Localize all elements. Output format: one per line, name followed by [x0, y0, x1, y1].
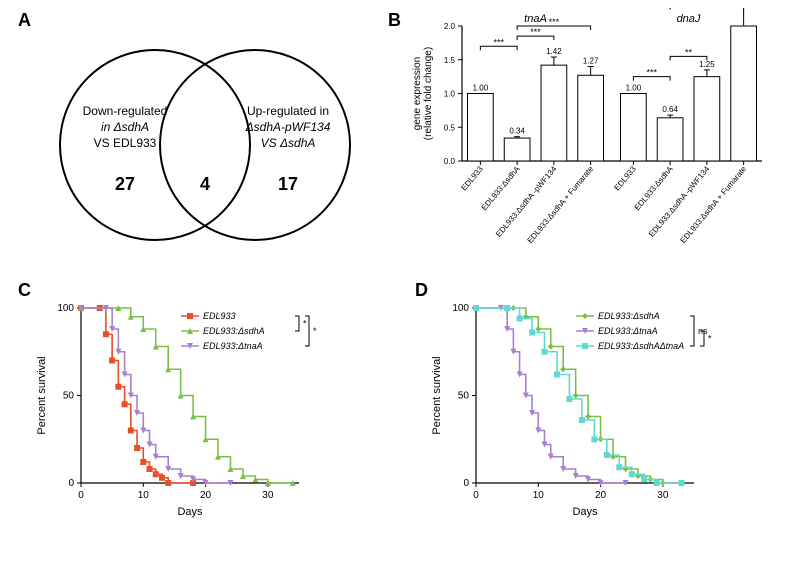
svg-text:0.64: 0.64 [662, 105, 678, 114]
svg-text:0.0: 0.0 [444, 157, 456, 166]
svg-text:*: * [708, 334, 712, 344]
svg-text:Down-regulated: Down-regulated [83, 104, 168, 118]
svg-text:EDL933:ΔsdhA: EDL933:ΔsdhA [203, 326, 265, 336]
venn-diagram: Down-regulated in ΔsdhA VS EDL933 27 Up-regu… [20, 15, 380, 275]
svg-text:Percent survival: Percent survival [431, 356, 443, 434]
svg-text:EDL933: EDL933 [203, 311, 236, 321]
svg-text:EDL933: EDL933 [612, 164, 638, 192]
svg-text:VS EDL933: VS EDL933 [94, 136, 157, 150]
svg-text:***: *** [530, 27, 541, 37]
svg-text:1.42: 1.42 [546, 47, 562, 56]
svg-text:EDL933:ΔsdhA + Fumarate: EDL933:ΔsdhA + Fumarate [679, 164, 749, 245]
svg-text:**: ** [685, 47, 693, 57]
svg-text:17: 17 [278, 174, 298, 194]
svg-text:4: 4 [200, 174, 210, 194]
svg-text:EDL933:ΔsdhA: EDL933:ΔsdhA [633, 164, 675, 212]
svg-text:1.00: 1.00 [473, 84, 489, 93]
svg-text:0: 0 [78, 490, 84, 501]
svg-text:EDL933:ΔsdhA: EDL933:ΔsdhA [480, 164, 522, 212]
svg-text:50: 50 [458, 391, 470, 402]
svg-text:tnaA: tnaA [524, 13, 547, 25]
svg-text:VS ΔsdhA: VS ΔsdhA [261, 136, 316, 150]
svg-text:1.0: 1.0 [444, 90, 456, 99]
svg-text:0: 0 [68, 478, 74, 489]
svg-text:*: * [303, 319, 307, 329]
svg-text:dnaJ: dnaJ [677, 13, 701, 25]
svg-text:20: 20 [200, 490, 212, 501]
svg-text:*: * [313, 326, 317, 336]
survival-chart-c: 0 50 100 0 10 20 30 Days Percent survival EDL933 E… [25, 290, 405, 565]
svg-text:0: 0 [473, 490, 479, 501]
svg-text:EDL933:ΔtnaA: EDL933:ΔtnaA [203, 341, 263, 351]
svg-text:1.5: 1.5 [444, 56, 456, 65]
svg-text:0.5: 0.5 [444, 123, 456, 132]
svg-text:EDL933:ΔtnaA: EDL933:ΔtnaA [598, 326, 658, 336]
svg-text:10: 10 [138, 490, 150, 501]
svg-text:2.0: 2.0 [444, 22, 456, 31]
svg-text:Days: Days [177, 506, 203, 518]
svg-text:Up-regulated in: Up-regulated in [247, 104, 329, 118]
survival-chart-d: 0 50 100 0 10 20 30 Days Percent survival EDL933:… [420, 290, 800, 565]
svg-text:1.27: 1.27 [583, 57, 599, 66]
svg-text:100: 100 [57, 303, 74, 314]
bar-chart: 0.0 0.5 1.0 1.5 2.0 gene expression(relative … [400, 8, 800, 278]
svg-text:Days: Days [572, 506, 598, 518]
svg-text:***: *** [549, 17, 560, 27]
svg-text:***: *** [646, 68, 657, 78]
svg-text:EDL933:ΔsdhA + Fumarate: EDL933:ΔsdhA + Fumarate [526, 164, 596, 245]
svg-text:***: *** [493, 37, 504, 47]
svg-text:0.34: 0.34 [509, 127, 525, 136]
svg-text:Percent survival: Percent survival [36, 356, 48, 434]
svg-text:EDL933:ΔsdhAΔtnaA: EDL933:ΔsdhAΔtnaA [598, 341, 684, 351]
svg-text:10: 10 [533, 490, 545, 501]
svg-text:50: 50 [63, 391, 75, 402]
svg-text:1.00: 1.00 [626, 84, 642, 93]
svg-text:EDL933:ΔsdhA -pWF134: EDL933:ΔsdhA -pWF134 [647, 164, 712, 239]
svg-text:30: 30 [657, 490, 669, 501]
svg-text:27: 27 [115, 174, 135, 194]
svg-text:EDL933:ΔsdhA: EDL933:ΔsdhA [598, 311, 660, 321]
svg-text:EDL933:ΔsdhA -pWF134: EDL933:ΔsdhA -pWF134 [494, 164, 559, 239]
svg-text:20: 20 [595, 490, 607, 501]
svg-text:gene expression(relative fold: gene expression(relative fold change) [412, 47, 434, 140]
svg-text:0: 0 [463, 478, 469, 489]
svg-text:1.25: 1.25 [699, 60, 715, 69]
svg-text:100: 100 [452, 303, 469, 314]
svg-text:ΔsdhA-pWF134: ΔsdhA-pWF134 [245, 120, 331, 134]
svg-text:30: 30 [262, 490, 274, 501]
svg-text:in ΔsdhA: in ΔsdhA [101, 120, 149, 134]
svg-text:EDL933: EDL933 [459, 164, 485, 192]
